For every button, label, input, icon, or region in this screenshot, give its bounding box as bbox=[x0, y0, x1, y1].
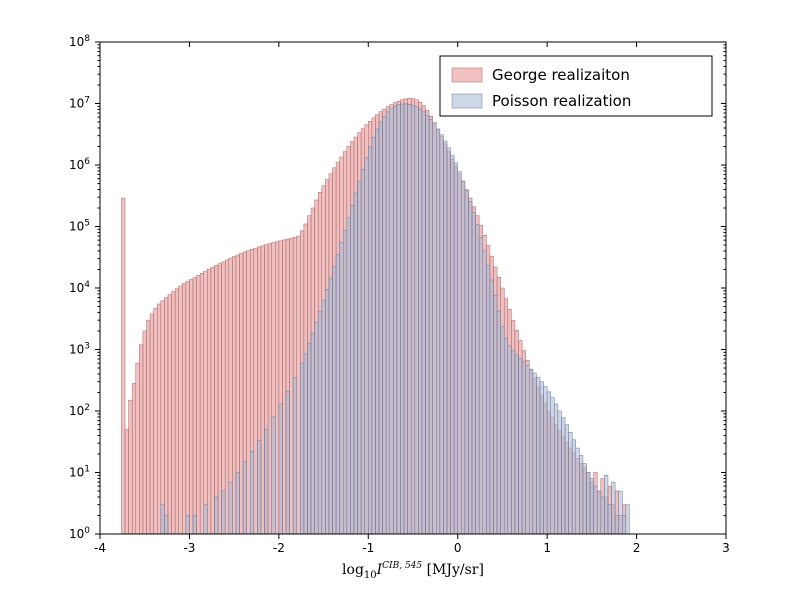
ytick-label: 102 bbox=[69, 403, 90, 418]
ytick-label: 108 bbox=[69, 34, 90, 49]
legend-label-poisson: Poisson realization bbox=[492, 92, 631, 110]
xtick-label: 3 bbox=[722, 541, 730, 555]
legend-label-george: George realizaiton bbox=[492, 66, 630, 84]
legend-patch-george bbox=[452, 68, 482, 82]
xtick-label: -3 bbox=[183, 541, 195, 555]
xtick-label: 1 bbox=[543, 541, 551, 555]
histogram-chart: -4 -3 -2 -1 0 1 2 3 100 101 102 103 104 105 106 107 108 l… bbox=[0, 0, 800, 600]
xtick-label: 0 bbox=[454, 541, 462, 555]
legend: George realizaiton Poisson realization bbox=[440, 56, 712, 116]
xtick-label: 2 bbox=[633, 541, 641, 555]
ytick-label: 101 bbox=[69, 465, 90, 480]
ytick-label: 100 bbox=[69, 526, 90, 541]
xtick-label: -4 bbox=[94, 541, 106, 555]
ytick-label: 105 bbox=[69, 219, 90, 234]
ytick-label: 103 bbox=[69, 342, 90, 357]
ytick-label: 107 bbox=[69, 96, 90, 111]
legend-patch-poisson bbox=[452, 94, 482, 108]
ytick-label: 104 bbox=[69, 280, 90, 295]
xtick-label: -2 bbox=[273, 541, 285, 555]
x-axis-label: log10ICIB, 545 [MJy/sr] bbox=[342, 561, 484, 581]
xtick-label: -1 bbox=[362, 541, 374, 555]
ytick-label: 106 bbox=[69, 157, 90, 172]
